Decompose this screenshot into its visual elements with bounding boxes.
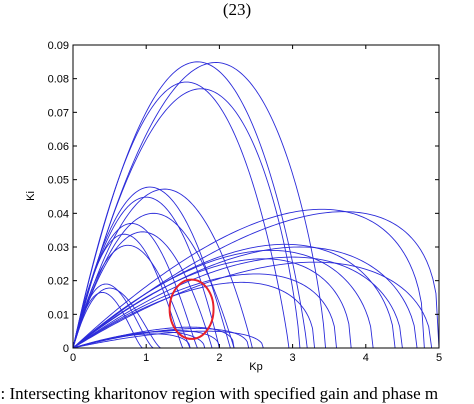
- stability-boundary-curve-4: [72, 88, 301, 349]
- stability-boundary-curve-31: [72, 333, 191, 349]
- x-tick-label: 4: [363, 352, 369, 364]
- y-tick-label: 0.08: [48, 74, 69, 86]
- stability-boundary-curve-17: [72, 211, 440, 349]
- stability-boundary-curve-30: [72, 330, 264, 349]
- stability-boundary-curve-16: [72, 208, 425, 349]
- stability-boundary-curve-8: [72, 212, 235, 349]
- x-tick-label: 1: [143, 352, 149, 364]
- y-tick-label: 0.05: [48, 175, 69, 187]
- stability-boundary-curve-19: [72, 246, 418, 349]
- caption-figure-label: 3: [0, 384, 1, 403]
- caption-text: : Intersecting kharitonov region with sp…: [0, 384, 439, 403]
- stability-boundary-curve-22: [72, 258, 352, 349]
- y-tick-label: 0.02: [48, 276, 69, 288]
- stability-boundary-curve-2: [72, 62, 326, 349]
- stability-boundary-curve-23: [72, 261, 433, 349]
- operating-region-circle: [168, 278, 215, 340]
- y-tick-label: 0.07: [48, 107, 69, 119]
- stability-boundary-curve-3: [72, 81, 290, 349]
- stability-boundary-curve-11: [72, 233, 184, 349]
- x-tick-label: 5: [436, 352, 442, 364]
- y-tick-label: 0: [63, 343, 69, 355]
- equation-number: (23): [222, 0, 252, 19]
- stability-boundary-curve-10: [72, 231, 213, 349]
- y-tick-label: 0.01: [48, 309, 69, 321]
- y-axis-label: Ki: [25, 191, 37, 201]
- stability-boundary-curve-21: [72, 256, 403, 349]
- stability-boundary-curve-15: [72, 291, 143, 349]
- x-tick-label: 0: [70, 352, 76, 364]
- axis-ticks: 0 1 2 3 4 5 0 0.01 0.02 0.03 0.04 0.05 0.06 0.07 0.08 0…: [48, 40, 442, 364]
- y-tick-label: 0.03: [48, 242, 69, 254]
- stability-boundary-curve-1: [72, 61, 308, 349]
- y-tick-label: 0.04: [48, 208, 69, 220]
- y-tick-label: 0.09: [48, 40, 69, 52]
- x-tick-label: 2: [216, 352, 222, 364]
- plot-content: [72, 61, 440, 349]
- y-tick-label: 0.06: [48, 141, 69, 153]
- stability-boundary-curve-25: [72, 281, 316, 349]
- stability-boundary-curve-20: [72, 249, 374, 349]
- stability-boundary-curve-24: [72, 273, 337, 349]
- stability-boundary-curve-14: [72, 287, 162, 349]
- x-tick-label: 3: [290, 352, 296, 364]
- figure-caption: 3: Intersecting kharitonov region with s…: [0, 384, 474, 404]
- stability-boundary-curve-13: [72, 283, 154, 349]
- x-axis-label: Kp: [249, 361, 262, 373]
- plot-frame: [72, 44, 440, 349]
